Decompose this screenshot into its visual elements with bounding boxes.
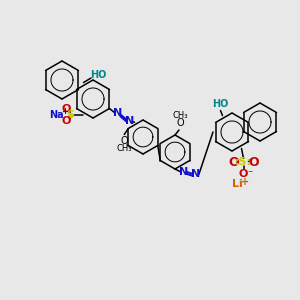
Text: Li: Li: [232, 179, 243, 190]
Text: CH₃: CH₃: [172, 112, 188, 121]
Text: N: N: [113, 109, 122, 118]
Text: O: O: [239, 169, 248, 179]
Text: N: N: [191, 169, 201, 179]
Text: O: O: [62, 116, 71, 127]
Text: O: O: [176, 118, 184, 128]
Text: ⁻: ⁻: [247, 169, 252, 179]
Text: O: O: [62, 104, 71, 115]
Text: +: +: [61, 107, 68, 116]
Text: CH₃: CH₃: [116, 144, 132, 153]
Text: O: O: [248, 156, 259, 169]
Text: +: +: [242, 178, 250, 188]
Text: HO: HO: [212, 98, 229, 109]
Text: O: O: [121, 136, 128, 146]
Text: HO: HO: [90, 70, 106, 80]
Text: O: O: [228, 156, 239, 169]
Text: S: S: [67, 110, 74, 121]
Text: N: N: [179, 167, 189, 177]
Text: N: N: [125, 116, 134, 125]
Text: Na: Na: [49, 110, 64, 121]
Text: :S:: :S:: [235, 158, 252, 167]
